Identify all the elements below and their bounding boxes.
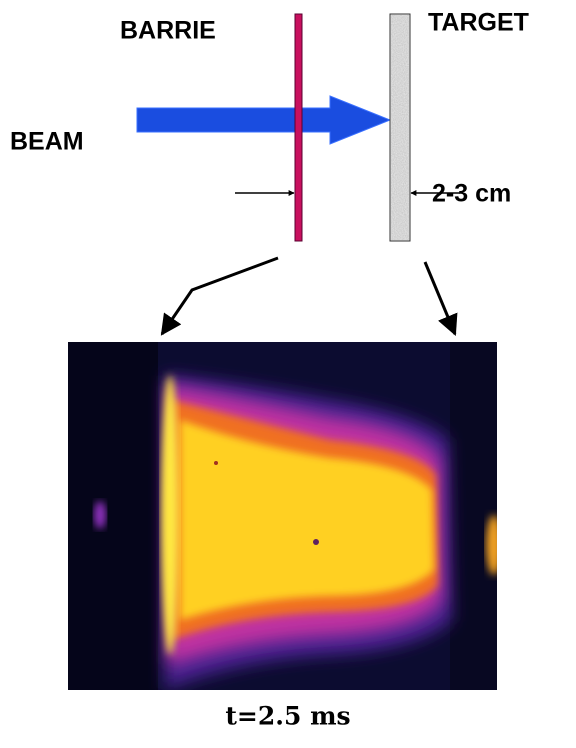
- beam-label: BEAM: [10, 128, 84, 156]
- target-label: TARGET: [428, 9, 529, 37]
- pointer-arrow: [423, 261, 458, 336]
- time-label: t=2.5 ms: [225, 702, 350, 731]
- barrier: [294, 13, 303, 242]
- thermal-image: [68, 342, 497, 690]
- target-texture: [391, 15, 409, 240]
- pointer-arrow: [160, 256, 279, 336]
- barrier-label: BARRIE: [120, 17, 216, 45]
- beam-arrow: [136, 95, 392, 145]
